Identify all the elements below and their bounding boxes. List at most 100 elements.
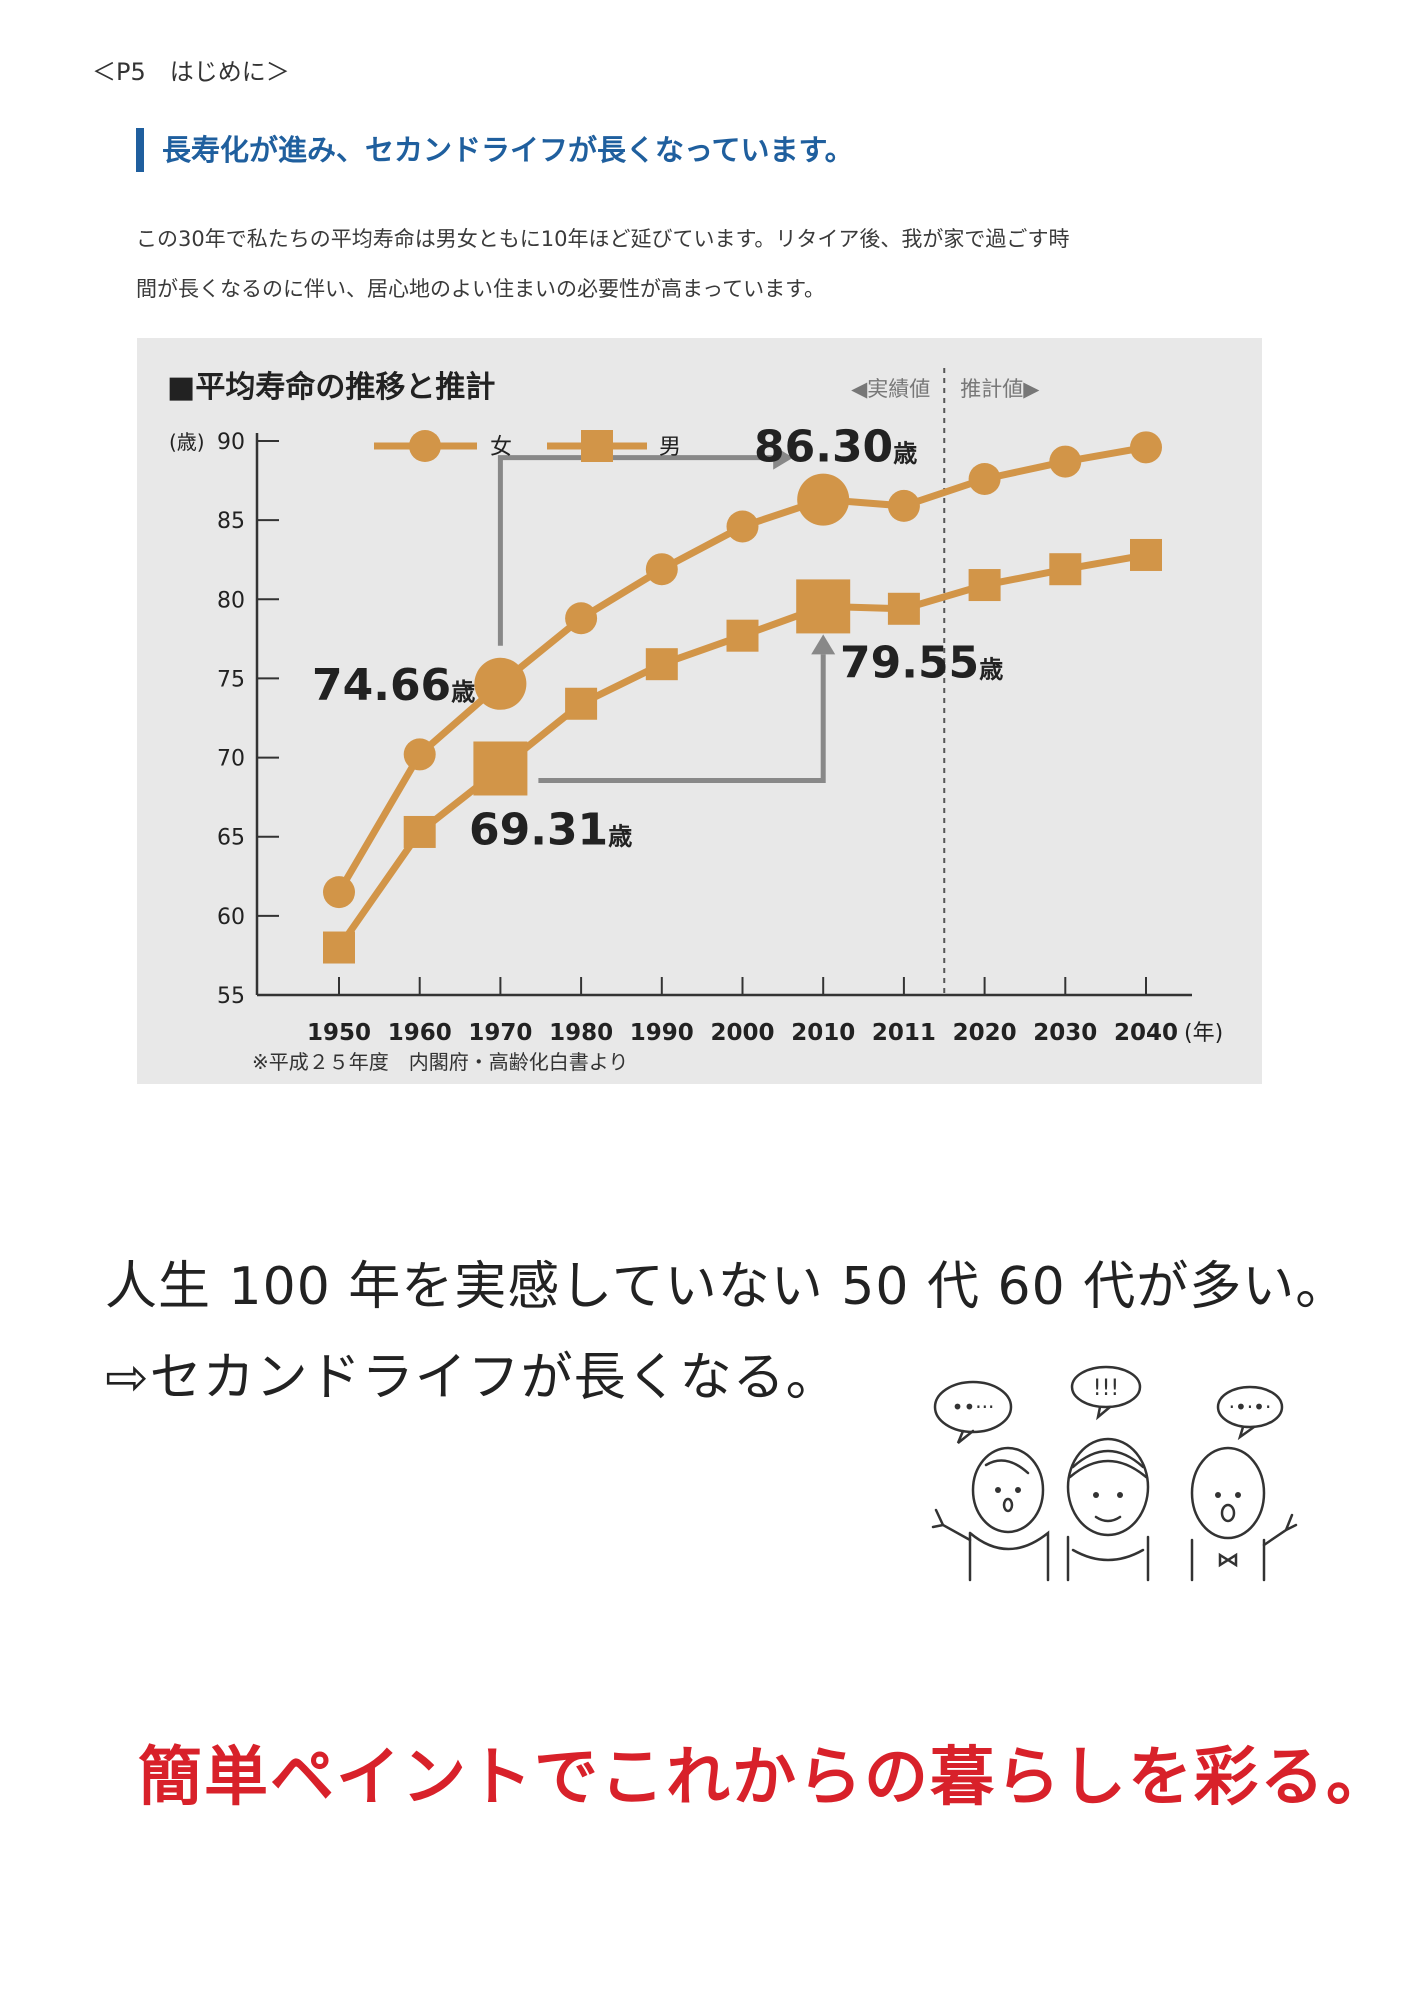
female-point <box>1049 445 1082 478</box>
y-tick-label: 75 <box>217 667 245 692</box>
chart-title: ■平均寿命の推移と推計 <box>167 370 496 405</box>
person-middle-arms <box>1066 1535 1150 1582</box>
arrow-female-head <box>773 445 794 470</box>
arrow-male-head <box>811 634 836 655</box>
x-tick-label: 2020 <box>953 1020 1017 1046</box>
female-point <box>726 510 759 543</box>
person-right-mouth <box>1220 1503 1236 1523</box>
value-annotation-number: 69.31 <box>469 804 608 855</box>
male-point <box>565 687 598 720</box>
value-annotation-unit: 歳 <box>979 655 1003 683</box>
legend-male-label: 男 <box>659 435 681 460</box>
person-middle-eye-right <box>1117 1492 1123 1498</box>
series-male-line <box>336 551 1147 950</box>
y-tick-label: 70 <box>217 747 245 772</box>
intro-paragraph: この30年で私たちの平均寿命は男女ともに10年ほど延びています。リタイア後、我が… <box>136 214 1256 314</box>
person-right-body <box>1190 1538 1266 1582</box>
y-tick-label: 80 <box>217 588 245 613</box>
male-point <box>403 815 436 848</box>
person-right-eye-left <box>1215 1492 1221 1498</box>
female-point <box>1130 431 1162 464</box>
value-annotation-unit: 歳 <box>451 678 475 706</box>
person-middle-hair <box>1068 1449 1148 1479</box>
intro-line-1: この30年で私たちの平均寿命は男女ともに10年ほど延びています。リタイア後、我が… <box>136 227 1070 251</box>
value-annotation-number: 74.66 <box>312 660 451 711</box>
x-tick-label: 1970 <box>468 1020 532 1046</box>
value-annotation: 74.66歳 <box>312 660 475 711</box>
female-point <box>565 602 598 635</box>
section-heading: 長寿化が進み、セカンドライフが長くなっています。 <box>136 128 854 172</box>
value-annotation: 86.30歳 <box>754 422 917 473</box>
person-middle-eye-left <box>1093 1492 1099 1498</box>
male-point <box>1130 538 1162 571</box>
page-label: ＜P5 はじめに＞ <box>92 58 290 86</box>
y-tick-label: 55 <box>217 984 245 1009</box>
person-left-hair <box>984 1459 1030 1475</box>
male-point <box>473 741 528 796</box>
y-tick-label: 85 <box>217 509 245 534</box>
y-tick-label: 60 <box>217 905 245 930</box>
x-tick-label: 1990 <box>630 1020 694 1046</box>
male-point <box>645 648 678 681</box>
x-tick-label: 1980 <box>549 1020 613 1046</box>
speech-bubble-3-text: ·•·•· <box>1229 1395 1272 1419</box>
y-tick-label: 90 <box>217 430 245 455</box>
value-annotation-number: 79.55 <box>840 637 979 688</box>
legend-male-marker <box>581 430 613 462</box>
person-left-mouth <box>1002 1497 1014 1513</box>
value-annotation: 69.31歳 <box>469 804 632 855</box>
person-left-eye-right <box>1015 1487 1021 1493</box>
statement-line-2: ⇨セカンドライフが長くなる。 <box>105 1348 839 1408</box>
x-tick-label: 2011 <box>872 1020 936 1046</box>
male-point <box>1049 553 1082 586</box>
projected-values-label: 推計値▶ <box>960 377 1040 401</box>
life-expectancy-chart: 55 60 65 70 75 80 85 90 (歳) 1950 1960 1970 1980 1990 2… <box>137 338 1262 1084</box>
female-point <box>403 738 436 771</box>
intro-line-2: 間が長くなるのに伴い、居心地のよい住まいの必要性が高まっています。 <box>136 277 826 301</box>
female-point <box>887 489 920 522</box>
person-middle-head <box>1066 1437 1150 1537</box>
female-point <box>645 553 678 586</box>
person-right-head <box>1190 1446 1266 1540</box>
speech-bubble-1-text: ••··· <box>952 1395 995 1419</box>
x-axis-unit: (年) <box>1184 1021 1223 1046</box>
person-right-arm <box>1262 1513 1298 1547</box>
statement-line-1: 人生 100 年を実感していない 50 代 60 代が多い。 <box>105 1257 1349 1317</box>
legend-female-label: 女 <box>490 435 512 460</box>
x-tick-label: 2010 <box>791 1020 855 1046</box>
person-left-body <box>968 1530 1050 1582</box>
speech-bubble-3 <box>1216 1385 1284 1429</box>
arrow-male-line <box>538 654 826 783</box>
actual-values-label: ◀実績値 <box>851 377 930 401</box>
person-left-arm <box>931 1508 972 1542</box>
person-left-eye-left <box>995 1487 1001 1493</box>
female-point <box>968 462 1001 495</box>
female-point <box>474 657 527 710</box>
value-annotation-unit: 歳 <box>893 440 917 468</box>
male-point <box>796 579 851 634</box>
speech-bubble-3-tail <box>1237 1425 1256 1441</box>
y-axis-unit: (歳) <box>169 430 205 454</box>
y-tick-label: 65 <box>217 826 245 851</box>
x-tick-label: 2030 <box>1033 1020 1097 1046</box>
x-tick-label: 2040 <box>1114 1020 1178 1046</box>
x-tick-label: 1950 <box>307 1020 371 1046</box>
chart-source: ※平成２５年度 内閣府・高齢化白書より <box>252 1050 629 1074</box>
speech-bubble-2 <box>1070 1365 1142 1409</box>
x-tick-label: 2000 <box>710 1020 774 1046</box>
female-point <box>797 473 850 526</box>
person-left-head <box>971 1446 1045 1534</box>
chart-svg: 55 60 65 70 75 80 85 90 (歳) 1950 1960 1970 1980 1990 2… <box>169 368 1223 1046</box>
value-annotation-number: 86.30 <box>754 422 893 473</box>
speech-bubble-2-tail <box>1096 1405 1112 1421</box>
slogan: 簡単ペイントでこれからの暮らしを彩る。 <box>138 1740 1392 1815</box>
person-middle-mouth <box>1094 1515 1122 1523</box>
speech-bubble-1-tail <box>956 1429 975 1444</box>
value-annotation-unit: 歳 <box>608 822 632 850</box>
x-tick-label: 1960 <box>388 1020 452 1046</box>
person-right-eye-right <box>1235 1492 1241 1498</box>
male-point <box>968 569 1001 602</box>
people-illustration: ••··· !!! ·•·•· <box>931 1365 1298 1582</box>
male-point <box>887 592 920 625</box>
male-point <box>726 619 759 652</box>
